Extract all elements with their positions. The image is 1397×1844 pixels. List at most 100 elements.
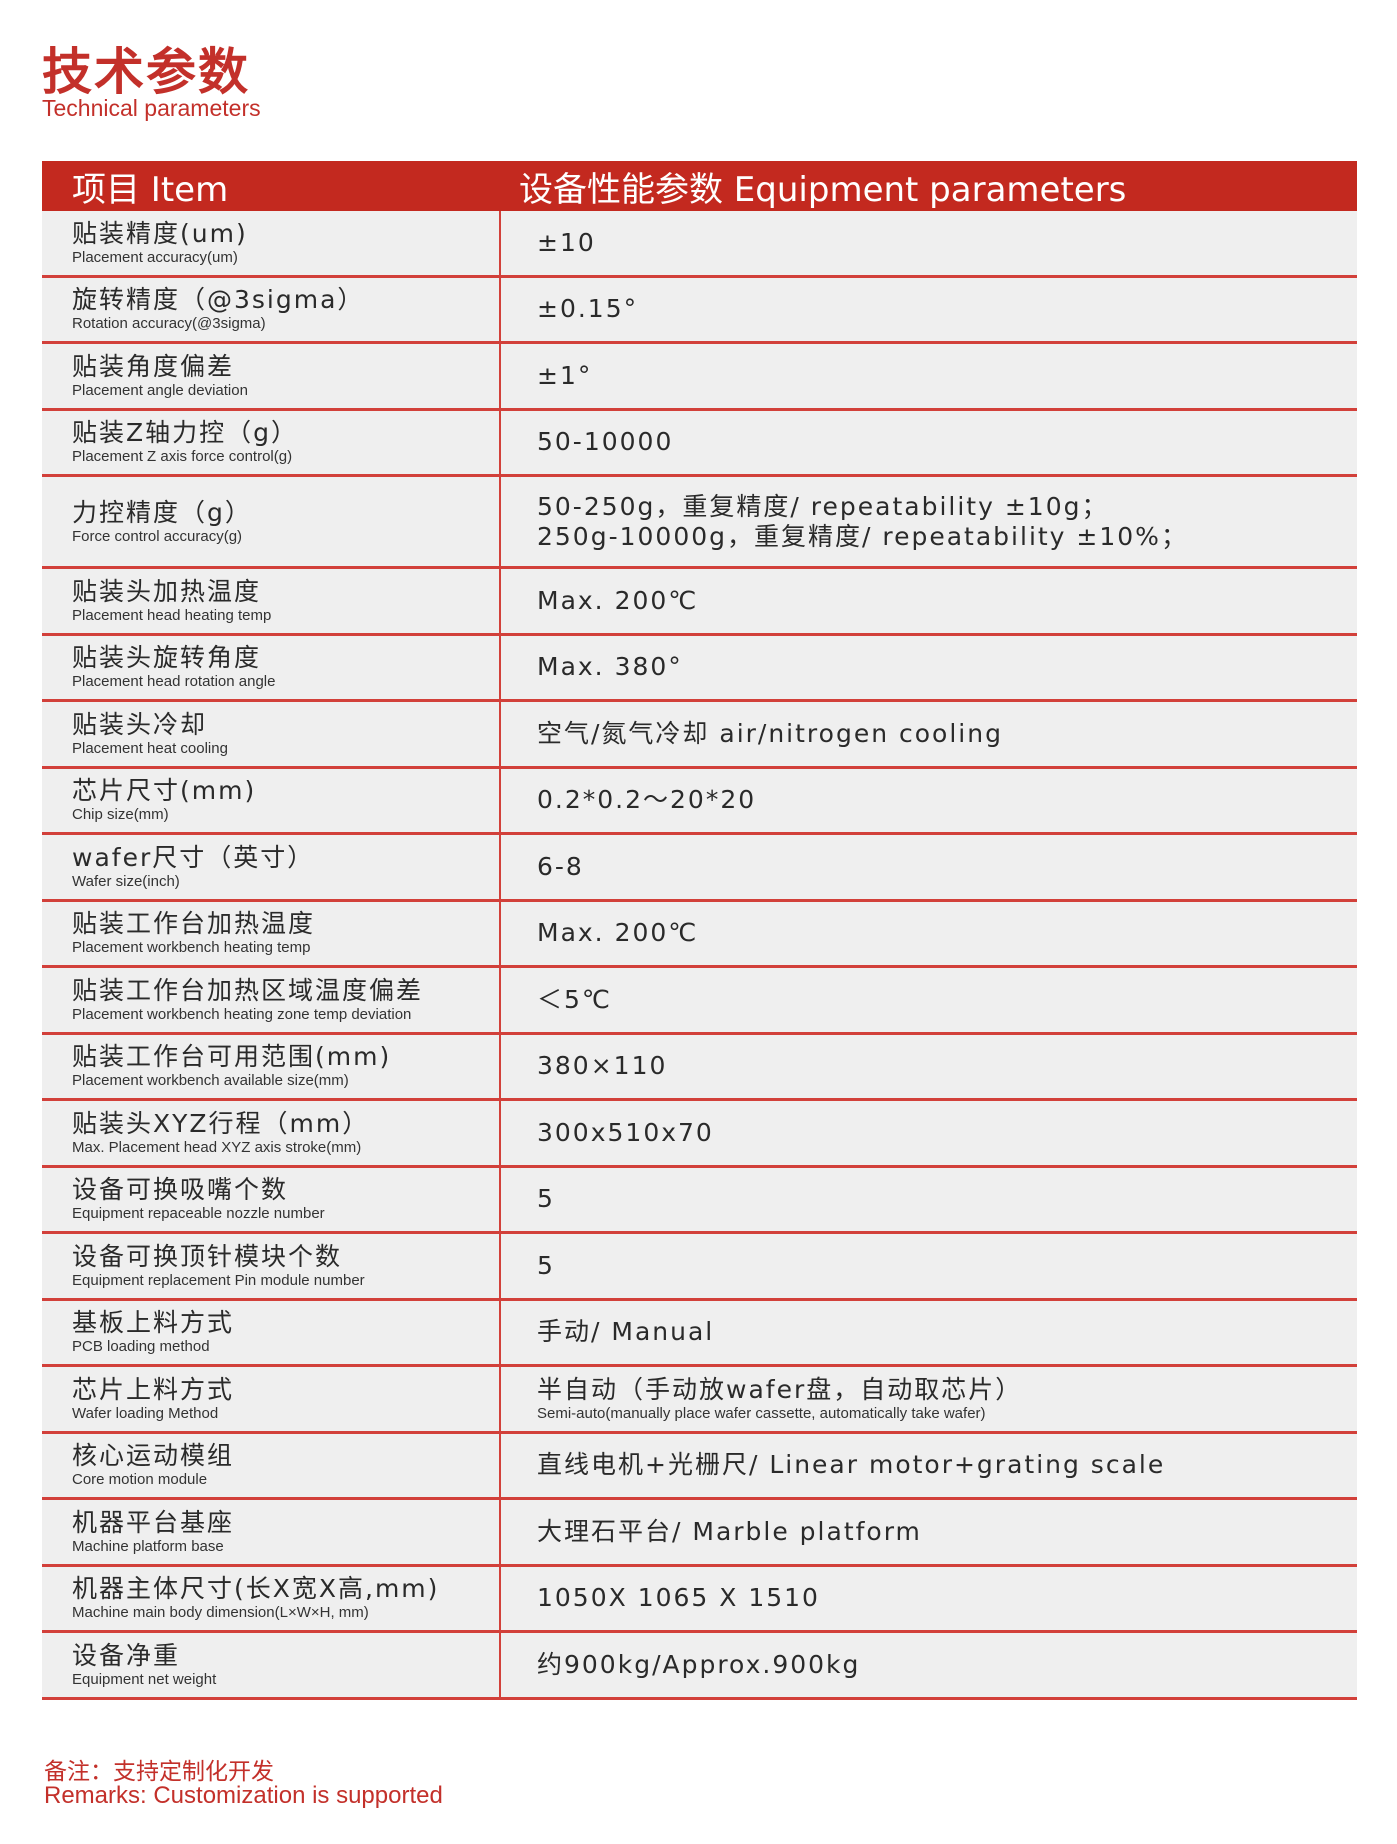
item-cell: 贴装头旋转角度 Placement head rotation angle <box>42 635 501 699</box>
item-value: ±1° <box>537 360 593 390</box>
item-cell: 设备可换顶针模块个数 Equipment replacement Pin mod… <box>42 1234 501 1298</box>
item-name-cn: 核心运动模组 <box>72 1441 235 1471</box>
value-cell: 半自动（手动放wafer盘，自动取芯片） Semi-auto(manually p… <box>501 1367 1357 1431</box>
item-value: 直线电机+光栅尺/ Linear motor+grating scale <box>537 1450 1166 1480</box>
item-name-en: Chip size(mm) <box>72 806 169 824</box>
item-name-en: PCB loading method <box>72 1338 210 1356</box>
item-value: 大理石平台/ Marble platform <box>537 1516 922 1546</box>
table-row: 贴装头冷却 Placement heat cooling 空气/氮气冷却 air… <box>42 702 1357 769</box>
item-name-en: Equipment net weight <box>72 1670 217 1688</box>
item-cell: 贴装工作台加热区域温度偏差 Placement workbench heatin… <box>42 968 501 1032</box>
item-cell: 贴装Z轴力控（g） Placement Z axis force control… <box>42 410 501 474</box>
value-cell: Max. 200℃ <box>501 902 1357 966</box>
item-name-en: Placement workbench available size(mm) <box>72 1072 349 1090</box>
item-name-cn: 贴装头加热温度 <box>72 576 262 606</box>
value-cell: 大理石平台/ Marble platform <box>501 1500 1357 1564</box>
value-cell: Max. 200℃ <box>501 569 1357 633</box>
item-cell: 设备净重 Equipment net weight <box>42 1633 501 1697</box>
value-cell: 约900kg/Approx.900kg <box>501 1633 1357 1697</box>
remark-en: Remarks: Customization is supported <box>44 1782 443 1809</box>
item-name-en: Equipment repaceable nozzle number <box>72 1205 325 1223</box>
item-cell: 芯片尺寸(mm) Chip size(mm) <box>42 768 501 832</box>
item-name-cn: wafer尺寸（英寸） <box>72 842 315 872</box>
item-cell: 基板上料方式 PCB loading method <box>42 1300 501 1364</box>
item-name-cn: 贴装头旋转角度 <box>72 643 262 673</box>
item-name-en: Placement head heating temp <box>72 606 272 624</box>
item-name-en: Placement accuracy(um) <box>72 248 238 266</box>
item-value: 约900kg/Approx.900kg <box>537 1649 861 1679</box>
table-row: 贴装工作台加热温度 Placement workbench heating te… <box>42 901 1357 968</box>
item-value: 300x510x70 <box>537 1117 714 1147</box>
item-value: ＜5℃ <box>537 984 612 1014</box>
table-row: 基板上料方式 PCB loading method 手动/ Manual <box>42 1300 1357 1367</box>
item-cell: 力控精度（g） Force control accuracy(g) <box>42 477 501 566</box>
item-cell: 贴装工作台可用范围(mm) Placement workbench availa… <box>42 1034 501 1098</box>
item-name-cn: 贴装Z轴力控（g） <box>72 418 298 448</box>
item-name-cn: 芯片尺寸(mm) <box>72 776 257 806</box>
table-row: 贴装头XYZ行程（mm） Max. Placement head XYZ axi… <box>42 1101 1357 1168</box>
item-value: Max. 380° <box>537 652 683 682</box>
item-cell: 贴装头冷却 Placement heat cooling <box>42 702 501 766</box>
item-name-en: Equipment replacement Pin module number <box>72 1271 365 1289</box>
item-cell: 核心运动模组 Core motion module <box>42 1433 501 1497</box>
item-name-en: Machine main body dimension(L×W×H, mm) <box>72 1604 369 1622</box>
item-cell: 设备可换吸嘴个数 Equipment repaceable nozzle num… <box>42 1167 501 1231</box>
item-name-cn: 设备净重 <box>72 1640 181 1670</box>
item-cell: 贴装角度偏差 Placement angle deviation <box>42 344 501 408</box>
item-value: 50-250g，重复精度/ repeatability ±10g； 250g-1… <box>537 491 1188 551</box>
table-row: 设备可换顶针模块个数 Equipment replacement Pin mod… <box>42 1234 1357 1301</box>
item-name-en: Placement workbench heating temp <box>72 939 311 957</box>
value-cell: 直线电机+光栅尺/ Linear motor+grating scale <box>501 1434 1357 1498</box>
table-row: 芯片上料方式 Wafer loading Method 半自动（手动放wafer… <box>42 1367 1357 1434</box>
item-name-cn: 贴装工作台加热温度 <box>72 909 316 939</box>
item-name-cn: 贴装工作台加热区域温度偏差 <box>72 975 424 1005</box>
item-name-en: Core motion module <box>72 1471 208 1489</box>
item-value: 空气/氮气冷却 air/nitrogen cooling <box>537 718 1003 748</box>
item-cell: 贴装工作台加热温度 Placement workbench heating te… <box>42 901 501 965</box>
item-name-en: Placement heat cooling <box>72 739 228 757</box>
item-cell: 贴装精度(um) Placement accuracy(um) <box>42 211 501 275</box>
value-cell: 空气/氮气冷却 air/nitrogen cooling <box>501 702 1357 766</box>
table-row: 设备可换吸嘴个数 Equipment repaceable nozzle num… <box>42 1167 1357 1234</box>
item-value: 50-10000 <box>537 427 674 457</box>
parameters-table: 项目 Item 设备性能参数 Equipment parameters 贴装精度… <box>42 161 1357 1700</box>
value-cell: 5 <box>501 1168 1357 1232</box>
item-value: 半自动（手动放wafer盘，自动取芯片） <box>537 1374 1023 1404</box>
item-value: 6-8 <box>537 851 584 881</box>
value-cell: 6-8 <box>501 835 1357 899</box>
item-name-en: Wafer size(inch) <box>72 872 180 890</box>
table-row: 芯片尺寸(mm) Chip size(mm) 0.2*0.2～20*20 <box>42 768 1357 835</box>
item-value: 5 <box>537 1250 555 1280</box>
item-value: 5 <box>537 1184 555 1214</box>
item-name-cn: 设备可换吸嘴个数 <box>72 1175 289 1205</box>
item-cell: 旋转精度（@3sigma） Rotation accuracy(@3sigma) <box>42 277 501 341</box>
table-row: 贴装头加热温度 Placement head heating temp Max.… <box>42 569 1357 636</box>
item-value: Max. 200℃ <box>537 585 699 615</box>
item-name-cn: 芯片上料方式 <box>72 1374 235 1404</box>
item-name-cn: 贴装角度偏差 <box>72 351 235 381</box>
item-name-cn: 力控精度（g） <box>72 497 252 527</box>
item-name-en: Placement head rotation angle <box>72 673 276 691</box>
table-row: 贴装精度(um) Placement accuracy(um) ±10 <box>42 211 1357 278</box>
page-title: 技术参数 <box>42 43 250 101</box>
item-cell: 机器主体尺寸(长X宽X高,mm) Machine main body dimen… <box>42 1566 501 1630</box>
item-name-en: Placement Z axis force control(g) <box>72 448 293 466</box>
table-row: 机器主体尺寸(长X宽X高,mm) Machine main body dimen… <box>42 1566 1357 1633</box>
item-name-cn: 贴装头冷却 <box>72 709 208 739</box>
item-name-en: Placement workbench heating zone temp de… <box>72 1005 412 1023</box>
item-name-en: Force control accuracy(g) <box>72 527 243 545</box>
table-row: 力控精度（g） Force control accuracy(g) 50-250… <box>42 477 1357 569</box>
value-cell: 300x510x70 <box>501 1101 1357 1165</box>
table-row: 旋转精度（@3sigma） Rotation accuracy(@3sigma)… <box>42 277 1357 344</box>
item-name-cn: 旋转精度（@3sigma） <box>72 285 365 315</box>
table-row: 设备净重 Equipment net weight 约900kg/Approx.… <box>42 1633 1357 1700</box>
value-cell: ±0.15° <box>501 278 1357 342</box>
item-name-en: Max. Placement head XYZ axis stroke(mm) <box>72 1138 362 1156</box>
item-cell: wafer尺寸（英寸） Wafer size(inch) <box>42 835 501 899</box>
table-header: 项目 Item 设备性能参数 Equipment parameters <box>42 161 1357 211</box>
item-name-en: Wafer loading Method <box>72 1404 219 1422</box>
value-cell: 手动/ Manual <box>501 1301 1357 1365</box>
header-params: 设备性能参数 Equipment parameters <box>519 169 1127 210</box>
value-cell: 1050X 1065 X 1510 <box>501 1567 1357 1631</box>
item-name-cn: 贴装工作台可用范围(mm) <box>72 1042 392 1072</box>
